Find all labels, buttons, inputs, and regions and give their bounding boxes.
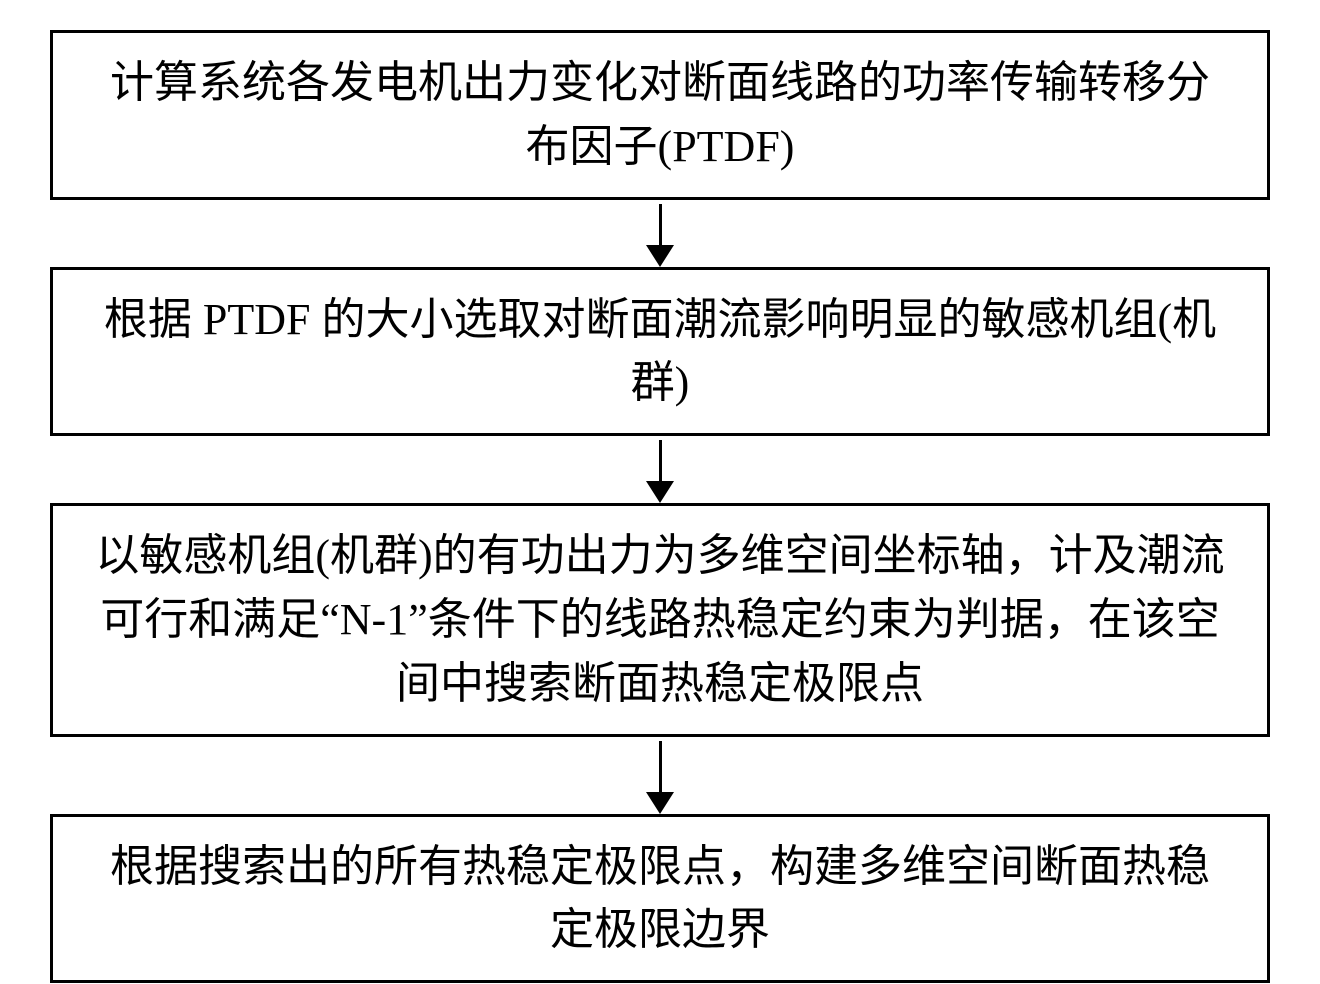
flow-step-1: 计算系统各发电机出力变化对断面线路的功率传输转移分布因子(PTDF) [50,30,1270,200]
arrow-line [659,440,662,482]
arrow-line [659,204,662,246]
step-text: 根据搜索出的所有热稳定极限点，构建多维空间断面热稳定极限边界 [110,842,1210,955]
arrow-head-icon [646,792,674,814]
flowchart-container: 计算系统各发电机出力变化对断面线路的功率传输转移分布因子(PTDF) 根据 PT… [50,30,1270,983]
arrow-3 [646,741,674,814]
arrow-2 [646,440,674,503]
arrow-head-icon [646,481,674,503]
step-text: 根据 PTDF 的大小选取对断面潮流影响明显的敏感机组(机群) [104,295,1216,408]
flow-step-4: 根据搜索出的所有热稳定极限点，构建多维空间断面热稳定极限边界 [50,814,1270,984]
arrow-1 [646,204,674,267]
arrow-head-icon [646,245,674,267]
step-text: 计算系统各发电机出力变化对断面线路的功率传输转移分布因子(PTDF) [110,58,1210,171]
flow-step-2: 根据 PTDF 的大小选取对断面潮流影响明显的敏感机组(机群) [50,267,1270,437]
step-text: 以敏感机组(机群)的有功出力为多维空间坐标轴，计及潮流可行和满足“N-1”条件下… [95,531,1224,708]
flow-step-3: 以敏感机组(机群)的有功出力为多维空间坐标轴，计及潮流可行和满足“N-1”条件下… [50,503,1270,736]
arrow-line [659,741,662,793]
